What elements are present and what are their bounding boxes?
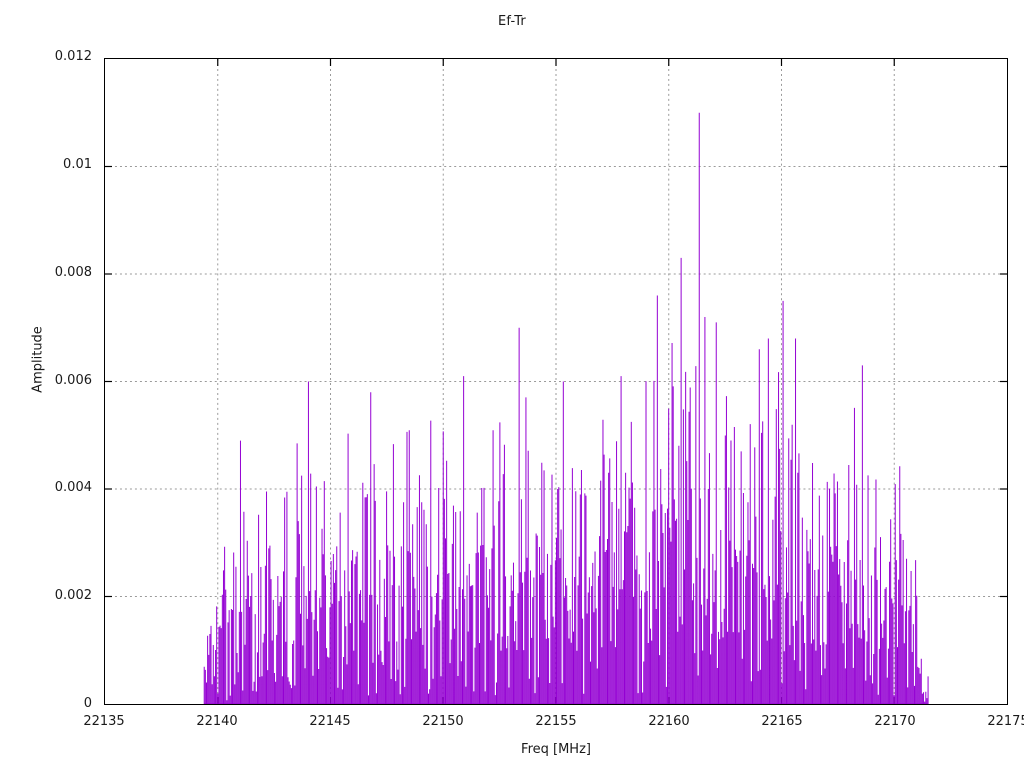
y-tick-label: 0.004 [54,480,92,496]
y-tick-label: 0.002 [54,588,92,604]
y-tick-label: 0.01 [63,156,92,172]
x-tick-label: 22150 [422,714,464,729]
x-tick-label: 22145 [309,714,351,729]
x-tick-label: 22175 [987,714,1024,729]
y-tick-label: 0.012 [54,49,92,64]
data-series-ef-tr [203,112,929,704]
chart-title: Ef-Tr [498,14,526,29]
y-tick-label: 0.008 [54,264,92,280]
y-axis-title: Amplitude [30,326,46,393]
plot-area [104,58,1008,705]
x-tick-label: 22170 [874,714,916,729]
x-axis-title: Freq [MHz] [521,742,591,757]
y-tick-label: 0 [83,696,92,711]
x-tick-label: 22160 [648,714,690,729]
x-tick-label: 22155 [535,714,577,729]
grid-layer [105,59,1007,704]
x-tick-label: 22165 [761,714,803,729]
y-tick-label: 0.006 [54,372,92,388]
x-tick-label: 22135 [83,714,125,729]
x-tick-label: 22140 [196,714,238,729]
